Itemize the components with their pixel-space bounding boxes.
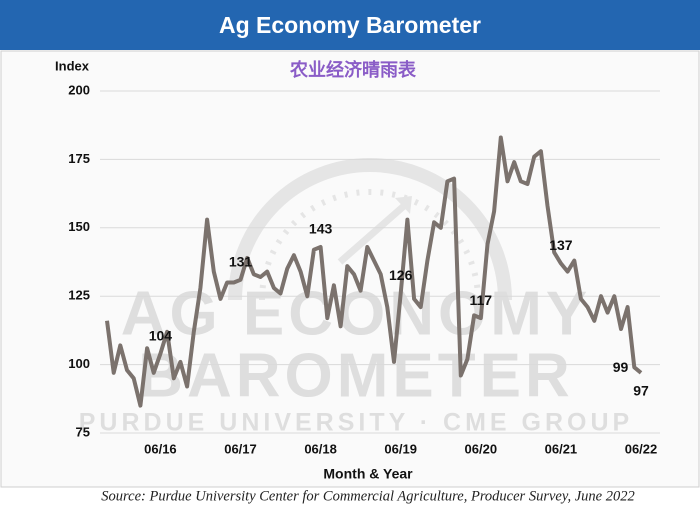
watermark-text: BAROMETER	[138, 341, 574, 410]
data-label: 117	[470, 292, 493, 308]
x-axis-label: Month & Year	[323, 466, 413, 482]
x-tick-label: 06/20	[465, 441, 498, 456]
y-tick-label: 75	[76, 424, 90, 439]
data-label: 137	[549, 237, 573, 253]
y-axis-label: Index	[55, 58, 90, 73]
x-tick-label: 06/18	[304, 441, 337, 456]
data-label: 104	[149, 327, 173, 343]
data-line	[105, 135, 643, 408]
data-label: 126	[389, 267, 413, 283]
y-tick-label: 125	[68, 288, 90, 303]
chart-title: Ag Economy Barometer	[219, 12, 481, 38]
x-tick-label: 06/22	[625, 441, 658, 456]
data-label: 143	[309, 221, 333, 237]
data-label: 131	[229, 253, 253, 269]
x-tick-label: 06/17	[224, 441, 257, 456]
source: Source: Purdue University Center for Com…	[101, 488, 634, 504]
gauge-ticks	[259, 189, 481, 301]
y-tick-label: 100	[68, 356, 90, 371]
data-label: 99	[613, 359, 629, 375]
subtitle: 农业经济晴雨表	[289, 59, 417, 80]
y-tick-label: 200	[68, 82, 90, 97]
y-tick-label: 175	[68, 151, 90, 166]
x-tick-label: 06/16	[144, 441, 177, 456]
gauge-needle	[337, 202, 408, 265]
watermark-text: PURDUE UNIVERSITY · CME GROUP	[79, 409, 633, 437]
title-bar	[0, 0, 700, 50]
gauge-arrow	[395, 196, 412, 214]
data-label: 97	[633, 383, 649, 399]
x-tick-label: 06/19	[384, 441, 417, 456]
x-tick-label: 06/21	[545, 441, 578, 456]
y-tick-label: 150	[68, 219, 90, 234]
